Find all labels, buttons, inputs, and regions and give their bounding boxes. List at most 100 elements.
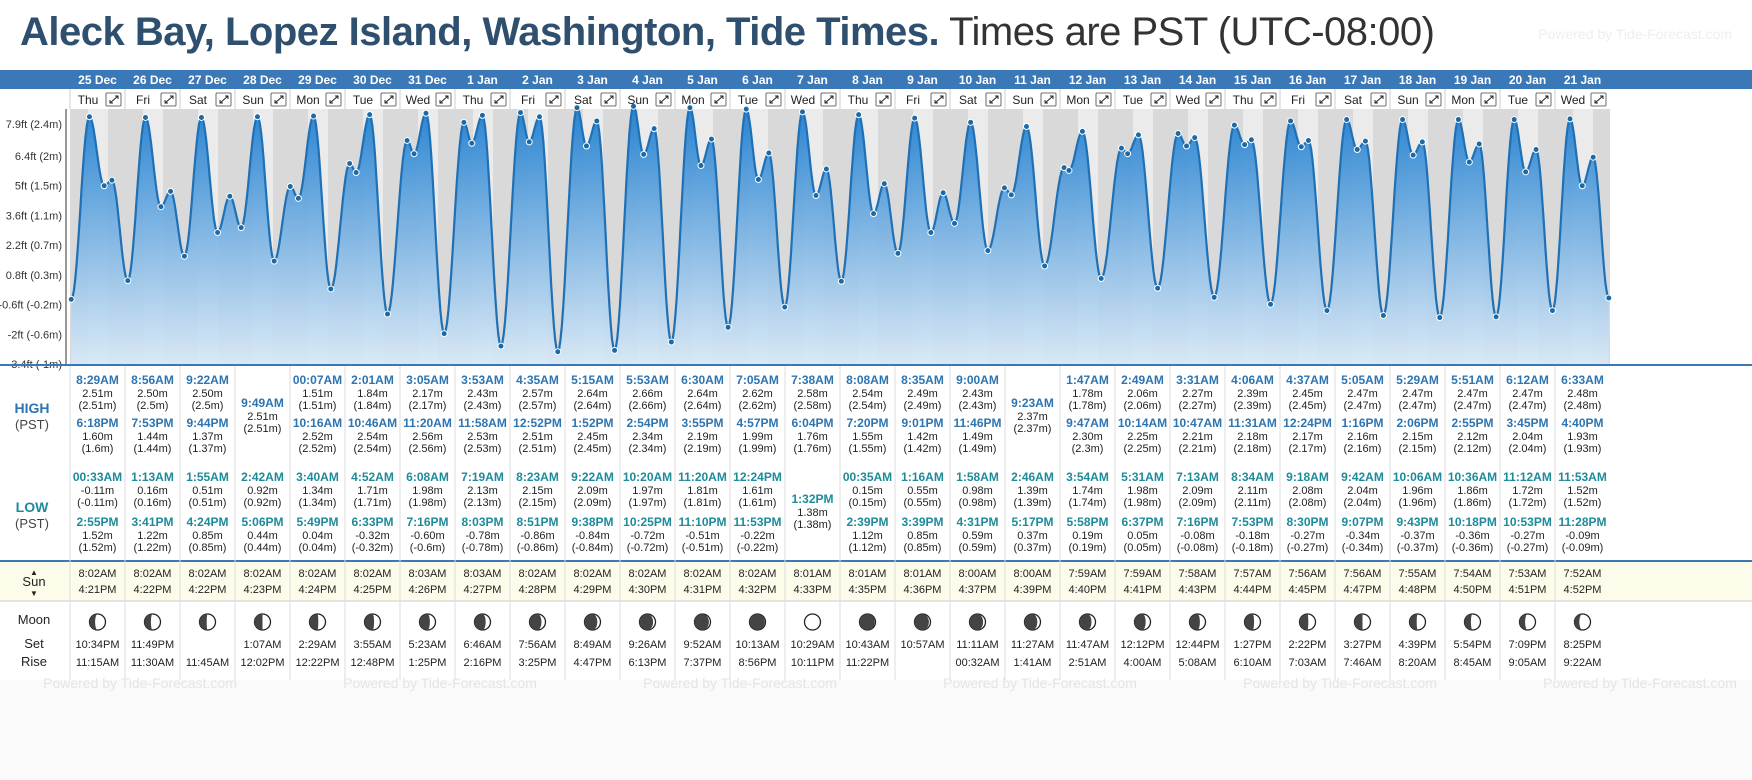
- tide-extreme-point: [410, 150, 418, 158]
- low-tide-1-time: 11:12AM: [1503, 470, 1552, 484]
- dow-label: Wed: [406, 93, 430, 107]
- tide-extreme-point: [1297, 143, 1305, 151]
- high-tide-1-height: 2.48m: [1567, 388, 1598, 400]
- high-tide-1-metric: (2.64m): [684, 400, 722, 412]
- moonrise-time: 10:11PM: [791, 657, 834, 669]
- powered-by-top[interactable]: Powered by Tide-Forecast.com: [1538, 26, 1732, 42]
- moonset-time: 11:11AM: [956, 639, 998, 651]
- tide-extreme-point: [1023, 123, 1031, 131]
- low-tide-2-metric: (0.44m): [244, 542, 282, 554]
- expand-arrow-icon: [934, 95, 944, 104]
- low-tide-2-metric: (0.37m): [1014, 542, 1052, 554]
- low-tide-2-time: 11:10PM: [678, 515, 726, 529]
- sunset-time: 4:33PM: [794, 584, 832, 596]
- expand-arrow-icon: [824, 95, 834, 104]
- footer-bg: [0, 680, 1752, 780]
- high-tide-1-metric: (2.37m): [1014, 423, 1052, 435]
- date-label: 14 Jan: [1179, 73, 1216, 87]
- high-tide-2-time: 9:47AM: [1066, 416, 1109, 430]
- low-tide-1-time: 1:13AM: [131, 470, 174, 484]
- low-tide-2-time: 8:51PM: [516, 515, 558, 529]
- moonrise-time: 11:30AM: [131, 657, 174, 669]
- sunrise-time: 8:01AM: [904, 568, 942, 580]
- sunset-time: 4:27PM: [464, 584, 502, 596]
- low-tide-1-time: 00:33AM: [73, 470, 122, 484]
- expand-arrow-icon: [879, 95, 889, 104]
- tide-extreme-point: [1454, 116, 1462, 124]
- high-tide-1-metric: (2.58m): [794, 400, 832, 412]
- tide-extreme-point: [1418, 138, 1426, 146]
- high-tide-1-metric: (2.06m): [1124, 400, 1162, 412]
- moonset-time: 11:47AM: [1066, 639, 1109, 651]
- low-tide-2-height: -0.22m: [740, 530, 774, 542]
- tide-extreme-point: [650, 125, 658, 133]
- y-axis-tick-label: -0.6ft (-0.2m): [0, 300, 62, 312]
- date-label: 29 Dec: [298, 73, 337, 87]
- tide-extreme-point: [1399, 116, 1407, 124]
- high-tide-1-time: 4:06AM: [1231, 373, 1274, 387]
- tide-extreme-point: [1353, 146, 1361, 154]
- sun-label: Sun: [22, 574, 45, 589]
- tide-extreme-point: [1267, 300, 1275, 308]
- tide-extreme-point: [629, 102, 637, 110]
- date-label: 10 Jan: [959, 73, 996, 87]
- low-tide-1-time: 1:32PM: [791, 492, 833, 506]
- tide-extreme-point: [822, 165, 830, 173]
- low-tide-2-height: -0.32m: [355, 530, 389, 542]
- tide-extreme-point: [352, 169, 360, 177]
- high-tide-2-height: 2.34m: [632, 431, 663, 443]
- low-tide-2-time: 7:16PM: [406, 515, 448, 529]
- tide-extreme-point: [108, 176, 116, 184]
- low-tide-1-height: 0.51m: [192, 485, 223, 497]
- low-tide-1-height: 2.04m: [1347, 485, 1378, 497]
- low-tide-1-time: 10:20AM: [623, 470, 672, 484]
- low-tide-2-height: 1.12m: [852, 530, 883, 542]
- date-label: 7 Jan: [797, 73, 828, 87]
- high-tide-2-metric: (1.55m): [849, 443, 887, 455]
- powered-by-footer: Powered by Tide-Forecast.com: [943, 675, 1137, 691]
- moonset-time: 8:25PM: [1564, 639, 1602, 651]
- sunrise-time: 8:02AM: [244, 568, 282, 580]
- tide-extreme-point: [870, 210, 878, 218]
- high-tide-2-height: 2.04m: [1512, 431, 1543, 443]
- low-tide-1-time: 7:19AM: [461, 470, 504, 484]
- tide-extreme-point: [1183, 142, 1191, 150]
- low-tide-1-metric: (0.98m): [959, 497, 997, 509]
- low-tide-2-metric: (0.05m): [1124, 542, 1162, 554]
- high-tide-2-metric: (1.76m): [794, 443, 832, 455]
- moonrise-time: 1:25PM: [409, 657, 447, 669]
- tide-extreme-point: [967, 118, 975, 126]
- sunrise-time: 8:02AM: [519, 568, 557, 580]
- high-tide-1-height: 2.64m: [577, 388, 608, 400]
- high-tide-1-metric: (1.51m): [299, 400, 337, 412]
- high-tide-1-metric: (2.47m): [1399, 400, 1437, 412]
- moonrise-time: 9:22AM: [1564, 657, 1602, 669]
- high-tide-1-metric: (1.78m): [1069, 400, 1107, 412]
- high-tide-1-height: 2.45m: [1292, 388, 1323, 400]
- low-tide-1-height: 2.08m: [1292, 485, 1323, 497]
- high-tide-2-time: 11:20AM: [403, 416, 452, 430]
- sunrise-time: 8:02AM: [684, 568, 722, 580]
- low-tide-2-time: 4:31PM: [956, 515, 998, 529]
- sunset-time: 4:50PM: [1454, 584, 1492, 596]
- high-tide-2-metric: (2.3m): [1072, 443, 1104, 455]
- dow-label: Mon: [1451, 93, 1474, 107]
- low-tz-label: (PST): [15, 516, 49, 531]
- date-label: 5 Jan: [687, 73, 718, 87]
- high-tide-1-height: 2.51m: [247, 411, 278, 423]
- high-tide-2-metric: (2.16m): [1344, 443, 1382, 455]
- sunrise-time: 7:53AM: [1509, 568, 1547, 580]
- low-tide-2-height: -0.08m: [1180, 530, 1214, 542]
- moonrise-time: 2:16PM: [464, 657, 502, 669]
- low-tide-2-height: -0.60m: [410, 530, 444, 542]
- moonset-time: 4:39PM: [1399, 639, 1437, 651]
- powered-by-footer: Powered by Tide-Forecast.com: [343, 675, 537, 691]
- moonset-time: 1:07AM: [244, 639, 282, 651]
- high-tide-2-height: 2.25m: [1127, 431, 1158, 443]
- high-tide-1-height: 2.43m: [467, 388, 498, 400]
- high-tide-1-metric: (2.47m): [1454, 400, 1492, 412]
- low-tide-2-time: 10:18PM: [1448, 515, 1497, 529]
- moon-shadow: [749, 614, 765, 630]
- high-tide-2-time: 3:55PM: [681, 416, 723, 430]
- tide-extreme-point: [765, 149, 773, 157]
